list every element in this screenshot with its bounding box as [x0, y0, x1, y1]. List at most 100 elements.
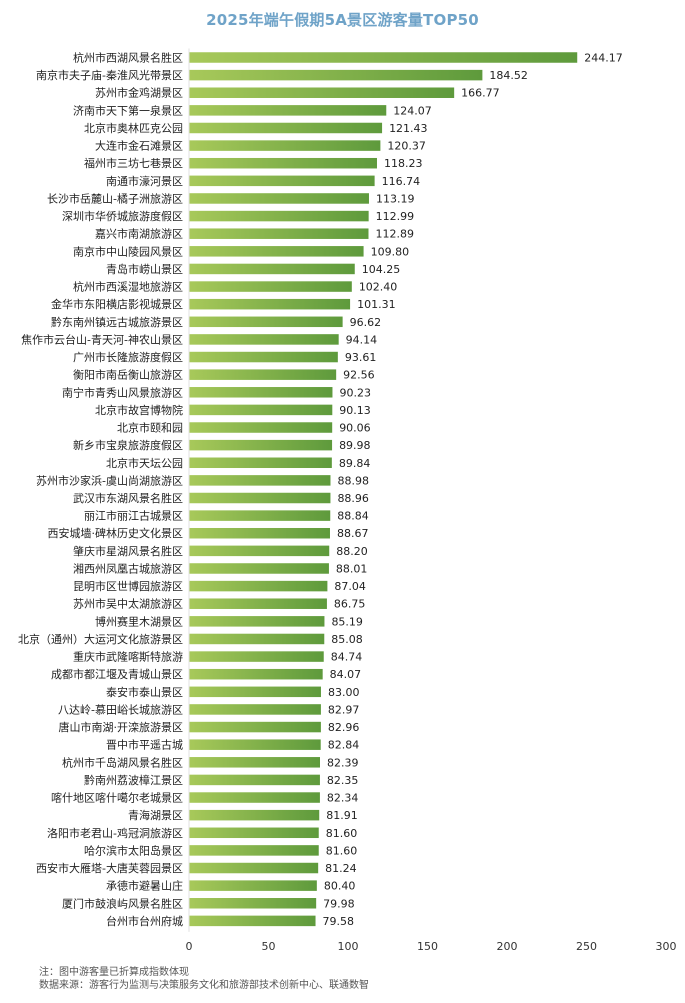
- bar: [189, 580, 328, 592]
- bar: [189, 880, 317, 891]
- value-label: 112.99: [376, 210, 415, 223]
- value-label: 88.20: [336, 545, 368, 558]
- value-label: 86.75: [334, 598, 366, 611]
- bar: [189, 809, 320, 821]
- footnote-note: 注：图中游客量已折算成指数体现: [39, 967, 189, 978]
- category-label: 青海湖景区: [128, 808, 183, 822]
- bar: [189, 105, 387, 116]
- x-tick-label: 50: [262, 940, 276, 953]
- value-label: 82.97: [328, 703, 360, 716]
- value-label: 81.60: [326, 844, 358, 857]
- bar: [189, 845, 319, 856]
- bar: [189, 651, 324, 662]
- bar: [189, 228, 369, 239]
- category-label: 肇庆市星湖风景名胜区: [73, 544, 183, 558]
- bar: [189, 316, 343, 328]
- category-label: 杭州市西湖风景名胜区: [73, 51, 183, 65]
- category-label: 博州赛里木湖景区: [95, 614, 183, 628]
- category-label: 南宁市青秀山风景旅游区: [62, 385, 183, 399]
- value-label: 82.84: [328, 739, 360, 752]
- bar: [189, 281, 352, 292]
- bar: [189, 721, 321, 733]
- value-label: 83.00: [328, 686, 360, 699]
- value-label: 102.40: [359, 281, 398, 294]
- bar: [189, 862, 319, 874]
- value-label: 120.37: [387, 140, 426, 153]
- bar: [189, 563, 329, 574]
- category-label: 南通市濠河景区: [106, 174, 183, 188]
- value-label: 88.01: [336, 562, 368, 575]
- category-label: 广州市长隆旅游度假区: [73, 350, 183, 364]
- value-label: 93.61: [345, 351, 377, 364]
- value-label: 87.04: [334, 580, 366, 593]
- value-label: 90.23: [339, 386, 371, 399]
- category-label: 洛阳市老君山-鸡冠洞旅游区: [47, 826, 183, 840]
- bar: [189, 334, 339, 345]
- category-label: 承德市避暑山庄: [106, 879, 183, 893]
- bar: [189, 439, 333, 451]
- value-label: 81.60: [326, 827, 358, 840]
- bar: [189, 246, 364, 257]
- x-tick-label: 100: [338, 940, 359, 953]
- bar: [189, 140, 381, 151]
- value-label: 85.19: [331, 615, 363, 628]
- bar: [189, 827, 319, 839]
- category-label: 西安城墙·碑林历史文化景区: [48, 526, 184, 540]
- category-label: 杭州市千岛湖风景名胜区: [62, 755, 183, 769]
- bar: [189, 122, 383, 134]
- value-label: 166.77: [461, 87, 500, 100]
- bar: [189, 633, 325, 645]
- category-label: 晋中市平遥古城: [106, 738, 183, 752]
- category-label: 深圳市华侨城旅游度假区: [62, 209, 183, 223]
- value-label: 82.39: [327, 756, 359, 769]
- bar: [189, 898, 317, 909]
- footnotes: 注：图中游客量已折算成指数体现 数据来源：游客行为监测与决策服务文化和旅游部技术…: [39, 966, 369, 992]
- bar: [189, 457, 332, 469]
- bar: [189, 598, 327, 609]
- value-label: 84.07: [330, 668, 362, 681]
- category-label: 北京市奥林匹克公园: [84, 121, 183, 135]
- bar: [189, 668, 323, 680]
- value-label: 84.74: [331, 651, 363, 664]
- x-tick-label: 150: [417, 940, 438, 953]
- category-label: 嘉兴市南湖旅游区: [95, 227, 183, 241]
- bar: [189, 422, 333, 433]
- value-label: 81.91: [326, 809, 358, 822]
- category-label: 北京（通州）大运河文化旅游景区: [18, 632, 183, 646]
- bar: [189, 193, 369, 204]
- bar: [189, 69, 483, 81]
- category-label: 成都市都江堰及青城山景区: [51, 667, 183, 681]
- bars-layer: 杭州市西湖风景名胜区 244.17 南京市夫子庙-秦淮风光带景区 184.52 苏州市金…: [18, 51, 623, 928]
- value-label: 90.13: [339, 404, 371, 417]
- category-label: 哈尔滨市太阳岛景区: [84, 843, 183, 857]
- value-label: 104.25: [362, 263, 401, 276]
- category-label: 武汉市东湖风景名胜区: [73, 491, 183, 505]
- value-label: 116.74: [382, 175, 421, 188]
- value-label: 113.19: [376, 192, 415, 205]
- bar: [189, 87, 455, 98]
- category-label: 苏州市沙家浜-虞山尚湖旅游区: [36, 473, 183, 487]
- bar: [189, 792, 320, 803]
- bar: [189, 263, 355, 275]
- category-label: 北京市颐和园: [117, 421, 183, 435]
- bar: [189, 510, 331, 521]
- bar: [189, 774, 320, 786]
- bar: [189, 616, 325, 627]
- category-label: 厦门市鼓浪屿风景名胜区: [62, 896, 183, 910]
- category-label: 北京市天坛公园: [106, 456, 183, 470]
- category-label: 丽江市丽江古城景区: [84, 509, 183, 523]
- category-label: 济南市天下第一泉景区: [73, 103, 183, 117]
- value-label: 90.06: [339, 422, 371, 435]
- footnote-source: 数据来源：游客行为监测与决策服务文化和旅游部技术创新中心、联通数智: [39, 980, 369, 991]
- category-label: 苏州市金鸡湖景区: [95, 86, 183, 100]
- value-label: 85.08: [331, 633, 363, 646]
- x-tick-label: 0: [186, 940, 193, 953]
- value-label: 124.07: [393, 104, 432, 117]
- category-label: 福州市三坊七巷景区: [84, 156, 183, 170]
- category-label: 南京市夫子庙-秦淮风光带景区: [36, 68, 183, 82]
- category-label: 长沙市岳麓山-橘子洲旅游区: [47, 191, 183, 205]
- category-label: 重庆市武隆喀斯特旅游: [73, 650, 183, 664]
- category-label: 唐山市南湖·开滦旅游景区: [59, 720, 184, 734]
- value-label: 184.52: [489, 69, 528, 82]
